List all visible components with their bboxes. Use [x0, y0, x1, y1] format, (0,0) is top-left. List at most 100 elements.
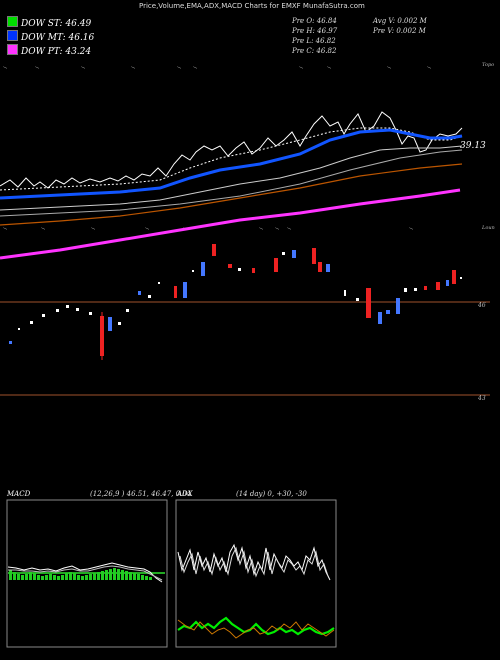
adx-orange [177, 619, 335, 639]
macd-bar [145, 576, 148, 580]
bottom-label: Loun [481, 225, 495, 231]
legend-swatch-pt [7, 44, 18, 55]
adx-line-a [177, 543, 331, 581]
date-tick: \ [3, 226, 9, 231]
macd-bar [65, 573, 68, 580]
level-label-low: 43 [477, 395, 486, 402]
candle [66, 305, 69, 308]
macd-line [7, 562, 163, 583]
ema-mid-line [0, 128, 463, 200]
candle [436, 282, 440, 290]
stat-pre-open: Pre O: 46.84 [292, 17, 337, 25]
candle [138, 291, 141, 295]
candle [460, 277, 462, 279]
candle [201, 262, 205, 276]
date-tick: \ [387, 65, 393, 70]
macd-panel: MACD (12,26,9 ) 46.51, 46.47, 0.04 [6, 490, 191, 648]
candle [118, 322, 121, 325]
macd-bar [17, 574, 20, 580]
macd-bar [109, 569, 112, 580]
date-tick: \ [91, 226, 97, 231]
macd-bar [133, 573, 136, 580]
ema-short-dotted [0, 127, 463, 191]
candle [228, 264, 232, 268]
candle [148, 295, 151, 298]
macd-bar [105, 570, 108, 580]
candle [18, 328, 20, 330]
macd-bar [129, 572, 132, 580]
macd-bar [97, 572, 100, 580]
macd-bar [73, 573, 76, 580]
macd-bar [57, 576, 60, 580]
legend-label-pt: DOW PT: 43.24 [21, 47, 92, 57]
candle [378, 312, 382, 324]
candle [252, 268, 255, 273]
macd-bar [81, 576, 84, 580]
macd-bar [45, 575, 48, 580]
candle [274, 258, 278, 272]
candle [56, 309, 59, 312]
adx-panel: ADX (14 day) 0, +30, -30 [175, 490, 337, 648]
macd-bar [41, 576, 44, 580]
candle [174, 286, 177, 298]
candle [404, 288, 407, 292]
macd-bar [93, 573, 96, 580]
date-tick: \ [427, 65, 433, 70]
macd-bar [29, 572, 32, 580]
ema-long-gray [0, 149, 463, 217]
date-tick: \ [3, 65, 9, 70]
candle [282, 252, 285, 255]
candle [312, 248, 316, 264]
adx-params: (14 day) 0, +30, -30 [236, 490, 307, 498]
candle [356, 298, 359, 301]
legend-swatch-st [7, 16, 18, 27]
macd-bar [33, 573, 36, 580]
macd-title: MACD [6, 490, 31, 498]
date-tick: \ [131, 65, 137, 70]
chart-title: Price,Volume,EMA,ADX,MACD Charts for EMX… [139, 2, 365, 10]
candle [344, 290, 346, 296]
candle [76, 308, 79, 311]
date-tick: \ [275, 226, 281, 231]
candle [424, 286, 427, 290]
macd-bar [21, 575, 24, 580]
date-tick: \ [259, 226, 265, 231]
macd-bar [13, 572, 16, 580]
candle [366, 288, 371, 318]
candle-panel: 46 43 [0, 244, 490, 402]
date-ticks-lower: \ \ \ \ \ \ \ \ \ [3, 226, 415, 231]
candle [238, 268, 241, 271]
adx-line-b [179, 546, 329, 578]
candle [326, 264, 330, 272]
date-tick: \ [327, 65, 333, 70]
macd-bar [141, 575, 144, 580]
ema-orange [0, 163, 463, 226]
candle [386, 310, 390, 314]
macd-zero-band [8, 572, 165, 574]
date-tick: \ [299, 65, 305, 70]
legend-pt: DOW PT: 43.24 [7, 44, 91, 57]
candle [192, 270, 194, 272]
candle [452, 270, 456, 284]
stat-pre-volume: Pre V: 0.002 M [373, 27, 426, 35]
price-label: 39.13 [460, 141, 486, 151]
candle [183, 282, 187, 298]
macd-bar [25, 574, 28, 580]
candle [396, 298, 400, 314]
macd-histogram [9, 568, 152, 580]
date-tick: \ [177, 65, 183, 70]
candle [42, 314, 45, 317]
candles [9, 244, 462, 360]
candle [446, 280, 449, 286]
candle [108, 317, 112, 331]
stat-avg-volume: Avg V: 0.002 M [373, 17, 427, 25]
candle [158, 282, 160, 284]
macd-bar [53, 575, 56, 580]
stat-pre-low: Pre L: 46.82 [292, 37, 336, 45]
ema-pt-line [0, 188, 461, 260]
candle [318, 262, 322, 272]
date-tick: \ [35, 65, 41, 70]
macd-bar [37, 575, 40, 580]
